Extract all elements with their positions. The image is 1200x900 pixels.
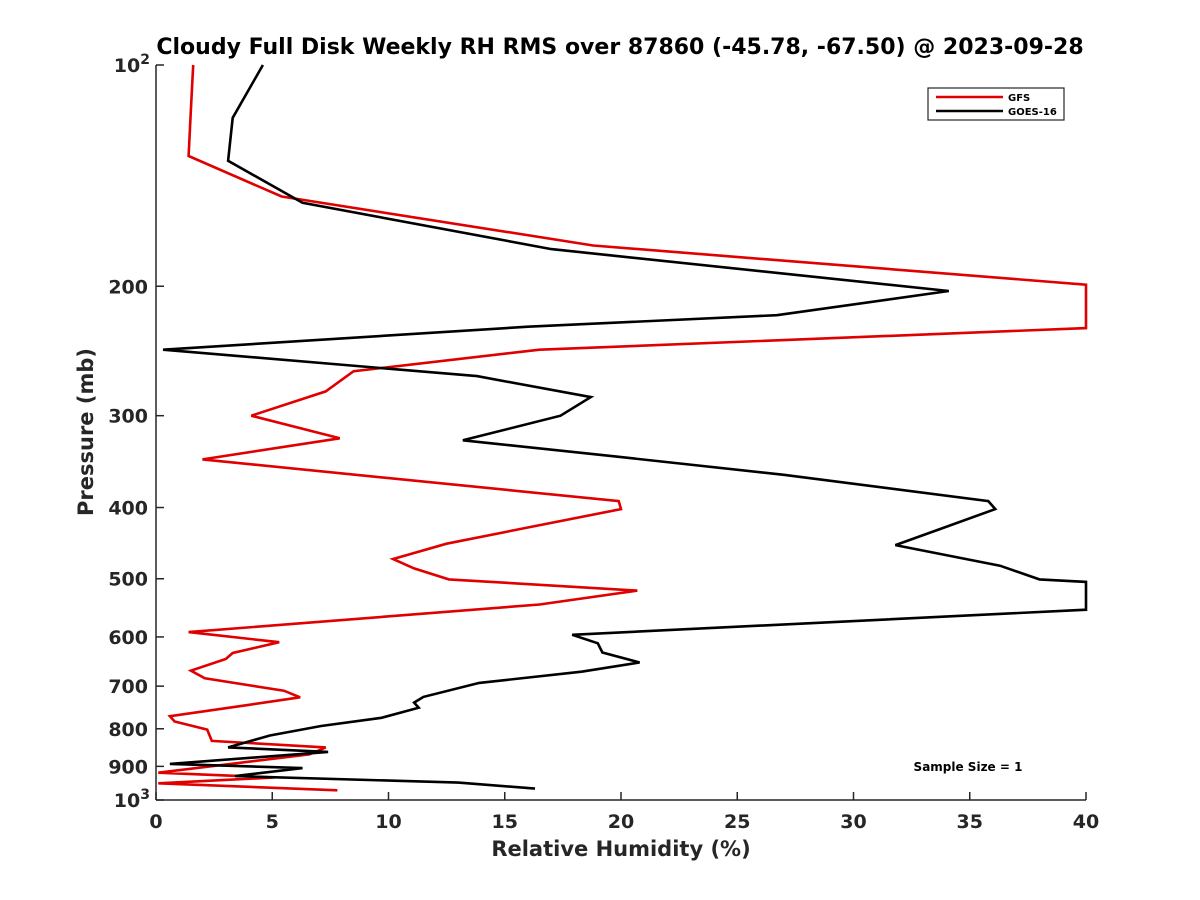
- y-tick-exponent: 3: [140, 787, 150, 803]
- y-tick-label: 200: [108, 276, 148, 298]
- y-tick-label: 900: [108, 756, 148, 778]
- legend-label-gfs: GFS: [1008, 93, 1030, 104]
- legend: GFS GOES-16: [927, 87, 1065, 121]
- y-tick-label: 300: [108, 406, 148, 428]
- chart-title: Cloudy Full Disk Weekly RH RMS over 8786…: [156, 35, 1083, 60]
- series-lines: [158, 64, 1088, 792]
- x-tick-label: 20: [608, 811, 634, 833]
- y-tick-label: 800: [108, 719, 148, 741]
- x-axis-label: Relative Humidity (%): [491, 837, 750, 861]
- x-tick-label: 30: [840, 811, 866, 833]
- y-tick-label: 400: [108, 498, 148, 520]
- y-ticks: 102 200 300 400 500 600 700 800 900 103: [108, 52, 164, 812]
- legend-label-goes16: GOES-16: [1008, 107, 1057, 118]
- x-tick-label: 0: [149, 811, 162, 833]
- y-tick-label: 103: [114, 787, 150, 812]
- y-axis-label: Pressure (mb): [74, 348, 98, 516]
- series-line-goes16: [162, 64, 1088, 790]
- y-tick-label: 600: [108, 627, 148, 649]
- x-ticks: 0 5 10 15 20 25 30 35 40: [149, 792, 1099, 833]
- y-tick-exponent: 2: [140, 52, 150, 68]
- x-tick-label: 25: [724, 811, 750, 833]
- y-tick-label: 500: [108, 569, 148, 591]
- y-tick-label: 700: [108, 676, 148, 698]
- axes: [155, 65, 1086, 801]
- x-tick-label: 5: [266, 811, 279, 833]
- series-line-gfs: [158, 64, 1088, 792]
- y-tick-label: 102: [114, 52, 150, 77]
- sample-size-annotation: Sample Size = 1: [914, 760, 1023, 774]
- x-tick-label: 40: [1073, 811, 1099, 833]
- legend-box: [927, 87, 1065, 121]
- x-tick-label: 10: [375, 811, 401, 833]
- x-tick-label: 15: [492, 811, 518, 833]
- x-tick-label: 35: [957, 811, 983, 833]
